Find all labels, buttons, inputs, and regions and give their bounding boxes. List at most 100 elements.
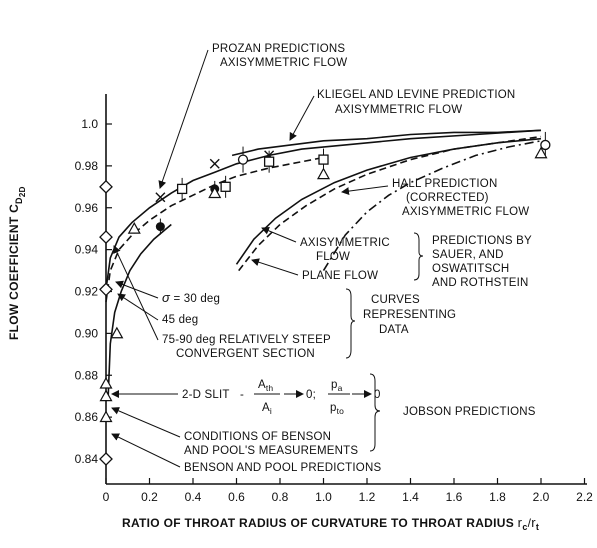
- leader-hall: [341, 185, 389, 196]
- leader-prozan: [158, 49, 209, 189]
- annotation-sauer-line3: OSWATITSCH: [432, 263, 509, 275]
- slit-p-to: pto: [330, 402, 344, 416]
- annotation-75-90-line1: 75-90 deg RELATIVELY STEEP: [162, 334, 331, 346]
- x-tick-label: 2.2: [576, 490, 593, 504]
- open-square-marker: [220, 181, 231, 192]
- leader-sigma: [115, 280, 159, 299]
- x-tick-label: 0.8: [272, 490, 289, 504]
- leader-benson-pool: [111, 433, 181, 468]
- annotation-conditions-line1: CONDITIONS OF BENSON: [184, 431, 331, 443]
- x-tick-label: 1.6: [446, 490, 463, 504]
- annotation-2d-slit: 2-D SLIT: [182, 389, 230, 401]
- brace-curves: [345, 288, 356, 359]
- y-axis-label-sub: D: [14, 197, 24, 204]
- x-axis-label-main: RATIO OF THROAT RADIUS OF CURVATURE TO T…: [122, 516, 514, 530]
- annotation-curves-line1: CURVES: [371, 294, 420, 306]
- annotation-curves-line3: DATA: [379, 324, 409, 336]
- x-tick-label: 0.6: [228, 490, 245, 504]
- leader-75-90: [113, 245, 159, 341]
- annotation-plane-flow: PLANE FLOW: [302, 270, 378, 282]
- open-triangle-marker: [316, 167, 331, 180]
- slit-p-a-p: p: [331, 379, 338, 391]
- open-triangle-marker: [534, 146, 548, 159]
- annotation-sauer-line1: PREDICTIONS BY: [432, 235, 532, 247]
- curve-kliegel_levine: [231, 129, 542, 157]
- annotation-hall-line1: HALL PREDICTION: [392, 178, 497, 190]
- slit-a-i-sub: i: [270, 406, 272, 416]
- annotation-prozan-line1: PROZAN PREDICTIONS: [212, 43, 345, 55]
- annotation-hall-line3: AXISYMMETRIC FLOW: [402, 206, 529, 218]
- x-axis-label-slash: /: [528, 516, 532, 530]
- prozan-x-marker: [155, 192, 166, 203]
- leader-axisymmetric: [261, 226, 297, 243]
- annotation-prozan-line2: AXISYMMETRIC FLOW: [220, 57, 347, 69]
- x-ticks: 0 0.2 0.4 0.6 0.8 1.0 1.2 1.4 1.6 1.8 2.0 2.2: [103, 478, 593, 504]
- x-tick-label: 2.0: [533, 490, 550, 504]
- curve-45_deg: [105, 156, 324, 303]
- x-tick-label: 1.8: [489, 490, 506, 504]
- x-tick-label: 1.0: [315, 490, 332, 504]
- slit-p-a-sub: a: [338, 383, 343, 393]
- slit-a-i-A: A: [262, 402, 270, 414]
- open-circle-marker: [237, 154, 249, 165]
- y-tick-label: 0.88: [75, 368, 99, 382]
- x-axis-label-sub2: t: [536, 522, 539, 532]
- curve-75_90_deg: [107, 223, 172, 397]
- open-square-marker: [176, 183, 188, 195]
- y-tick-label: 0.96: [75, 201, 99, 215]
- open-triangle-marker: [99, 410, 113, 423]
- annotation-jobson: JOBSON PREDICTIONS: [403, 406, 536, 418]
- y-tick-label: 0.90: [75, 326, 99, 340]
- slit-zero-2: 0: [374, 389, 381, 401]
- open-triangle-marker: [127, 221, 141, 234]
- diamond-marker: [99, 452, 113, 466]
- open-triangle-marker: [99, 376, 113, 389]
- x-axis-label-symbol2: r: [531, 515, 536, 530]
- slit-a-th: Ath: [258, 379, 273, 393]
- diamond-marker: [99, 179, 113, 194]
- slit-zero-1: 0;: [306, 389, 316, 401]
- annotation-sauer-line4: AND ROTHSTEIN: [432, 277, 529, 289]
- y-tick-label: 0.92: [75, 285, 99, 299]
- annotation-sauer-line2: SAUER, AND: [432, 249, 504, 261]
- y-tick-label: 0.94: [75, 243, 99, 257]
- open-triangle-marker: [99, 389, 113, 402]
- open-circle-marker: [540, 139, 551, 151]
- brace-sauer: [413, 232, 424, 281]
- x-axis-label: RATIO OF THROAT RADIUS OF CURVATURE TO T…: [122, 515, 539, 532]
- slit-p-a: pa: [331, 379, 343, 393]
- slit-minus: -: [240, 389, 244, 401]
- x-axis-label-symbol: r: [518, 515, 523, 530]
- y-tick-label: 0.98: [75, 159, 99, 173]
- annotation-conditions-line2: AND POOL'S MEASUREMENTS: [184, 445, 358, 457]
- annotation-hall-line2: (CORRECTED): [406, 192, 489, 204]
- y-tick-label: 0.84: [75, 452, 99, 466]
- annotation-benson-pool: BENSON AND POOL PREDICTIONS: [184, 462, 381, 474]
- annotation-75-90-line2: CONVERGENT SECTION: [176, 348, 315, 360]
- annotation-sigma-text: = 30 deg: [170, 293, 220, 305]
- y-axis-label: FLOW COEFFICIENT CD2D: [7, 186, 27, 340]
- x-tick-label: 0: [103, 490, 110, 504]
- x-tick-label: 0.2: [141, 490, 158, 504]
- leader-45-deg: [117, 293, 159, 321]
- annotation-curves-line2: REPRESENTING: [363, 309, 456, 321]
- curve-sigma_30: [105, 129, 542, 290]
- y-tick-label: 1.0: [81, 117, 98, 131]
- annotation-45-deg: 45 deg: [162, 314, 198, 326]
- brace-jobson: [369, 373, 381, 452]
- open-triangle-marker: [110, 326, 124, 339]
- leader-plane: [251, 258, 299, 276]
- diamond-marker: [99, 282, 113, 297]
- open-square-marker: [318, 154, 329, 165]
- open-square-marker: [263, 156, 275, 167]
- x-tick-label: 1.4: [402, 490, 419, 504]
- annotation-kliegel-line2: AXISYMMETRIC FLOW: [335, 104, 462, 116]
- x-axis-label-sub1: c: [522, 522, 527, 532]
- leader-conditions: [111, 407, 181, 438]
- filled-circle-marker: [155, 222, 165, 232]
- x-tick-label: 0.4: [185, 490, 202, 504]
- curve-sauer_plane: [238, 135, 542, 272]
- annotation-axisymmetric-line2: FLOW: [316, 251, 350, 263]
- leader-kliegel: [289, 95, 315, 141]
